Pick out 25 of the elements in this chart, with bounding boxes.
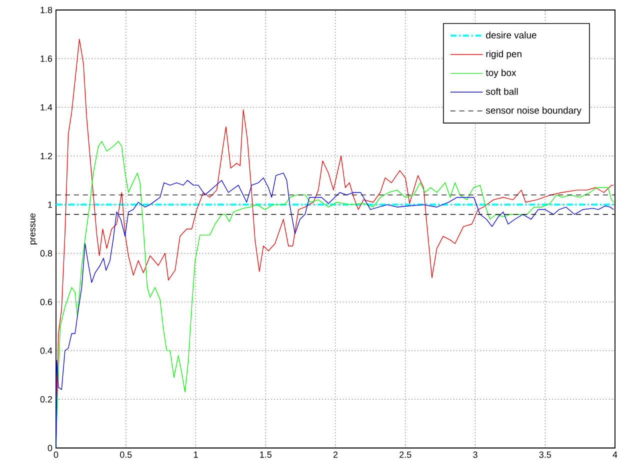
x-tick-label: 0.5 xyxy=(120,452,132,458)
y-tick-label: 0.8 xyxy=(40,250,52,257)
legend-label: sensor noise boundary xyxy=(486,106,582,116)
x-tick-label: 2.5 xyxy=(400,452,412,458)
legend-label: desire value xyxy=(486,32,536,38)
x-tick-label: 3.5 xyxy=(539,452,551,458)
y-tick-label: 0.2 xyxy=(40,396,52,403)
y-tick-label: 0 xyxy=(48,444,52,452)
y-tick-label: 1.6 xyxy=(40,55,52,62)
x-tick-label: 3 xyxy=(473,452,478,458)
y-axis-title: pressue xyxy=(30,213,38,244)
x-tick-label: 4 xyxy=(612,452,618,458)
y-tick-label: 0.6 xyxy=(40,298,52,306)
legend-label: toy box xyxy=(486,69,516,78)
y-tick-label: 1.4 xyxy=(40,104,52,110)
y-tick-label: 1 xyxy=(48,202,52,208)
legend-label: rigid pen xyxy=(486,50,522,60)
x-tick-label: 2 xyxy=(333,452,338,458)
legend-label: soft ball xyxy=(486,88,518,95)
x-tick-label: 1.5 xyxy=(260,452,272,458)
y-tick-label: 1.2 xyxy=(40,152,52,160)
y-tick-label: 1.8 xyxy=(40,6,52,14)
x-tick-label: 1 xyxy=(194,452,198,458)
y-tick-label: 0.4 xyxy=(40,347,52,354)
x-tick-label: 0 xyxy=(54,452,58,458)
